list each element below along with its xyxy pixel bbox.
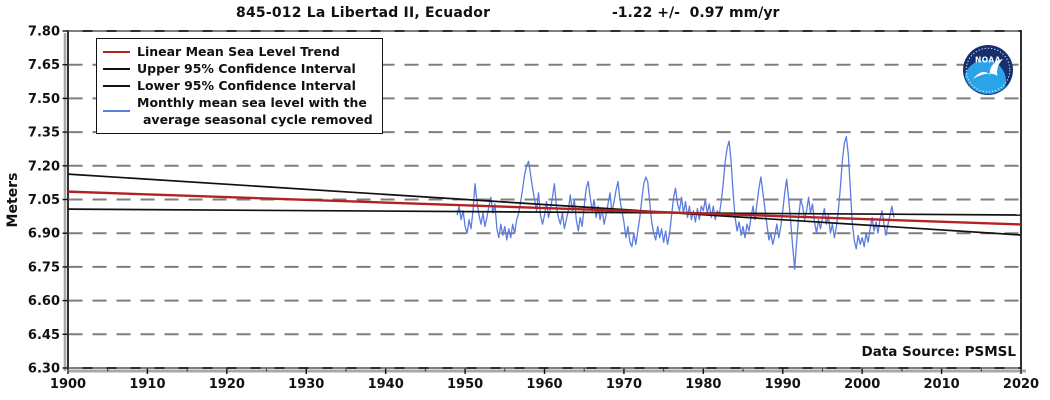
- y-tick-label: 7.65: [28, 58, 60, 73]
- y-tick-label: 6.30: [28, 362, 60, 377]
- noaa-logo-ring-text: [965, 47, 1011, 93]
- y-tick-label: 7.80: [28, 25, 60, 40]
- data-source-label: Data Source: PSMSL: [861, 344, 1016, 360]
- y-tick-label: 7.05: [28, 193, 60, 208]
- legend-item-lower-ci: Lower 95% Confidence Interval: [103, 77, 373, 94]
- legend-item-label: Monthly mean sea level with the average …: [137, 95, 373, 127]
- lower-ci-line: [67, 173, 1022, 236]
- x-tick-label: 2000: [844, 377, 880, 392]
- y-tick-label: 7.20: [28, 159, 60, 174]
- upper-ci-line-swatch: [103, 67, 130, 70]
- trend-value: -1.22 +/- 0.97 mm/yr: [612, 5, 780, 21]
- legend-item-label: Linear Mean Sea Level Trend: [137, 44, 340, 59]
- legend-item-label: Lower 95% Confidence Interval: [137, 78, 356, 93]
- x-tick-label: 1920: [209, 377, 245, 392]
- x-tick-label: 1940: [368, 377, 404, 392]
- x-tick-label: 1910: [129, 377, 165, 392]
- y-tick-label: 6.75: [28, 260, 60, 275]
- monthly-line-swatch: [103, 110, 130, 112]
- upper-ci-line: [67, 208, 1022, 216]
- y-tick-label: 6.45: [28, 328, 60, 343]
- x-tick-label: 1950: [447, 377, 483, 392]
- y-tick-label: 6.90: [28, 227, 60, 242]
- noaa-logo: NOAA: [963, 45, 1013, 95]
- legend-item-label: Upper 95% Confidence Interval: [137, 61, 356, 76]
- x-tick-label: 2010: [923, 377, 959, 392]
- y-tick-label: 7.35: [28, 126, 60, 141]
- x-tick-label: 1970: [606, 377, 642, 392]
- noaa-logo-text: NOAA: [975, 56, 1001, 65]
- x-tick-label: 1930: [288, 377, 324, 392]
- x-tick-label: 2020: [1003, 377, 1039, 392]
- monthly-series-line: [456, 135, 895, 270]
- noaa-logo-gull-icon: [973, 59, 1003, 79]
- y-tick-label: 6.60: [28, 294, 60, 309]
- legend-box: Linear Mean Sea Level Trend Upper 95% Co…: [96, 38, 383, 134]
- x-tick-label: 1960: [526, 377, 562, 392]
- legend-item-monthly: Monthly mean sea level with the average …: [103, 94, 373, 128]
- legend-item-trend: Linear Mean Sea Level Trend: [103, 43, 373, 60]
- page-title: 845-012 La Libertad II, Ecuador: [236, 5, 491, 21]
- trend-line-swatch: [103, 50, 130, 53]
- x-tick-label: 1900: [50, 377, 86, 392]
- trend-line: [67, 190, 1022, 226]
- lower-ci-line-swatch: [103, 84, 130, 87]
- x-tick-label: 1990: [765, 377, 801, 392]
- x-tick-label: 1980: [685, 377, 721, 392]
- y-tick-label: 7.50: [28, 92, 60, 107]
- legend-item-upper-ci: Upper 95% Confidence Interval: [103, 60, 373, 77]
- y-axis-label: Meters: [5, 172, 21, 228]
